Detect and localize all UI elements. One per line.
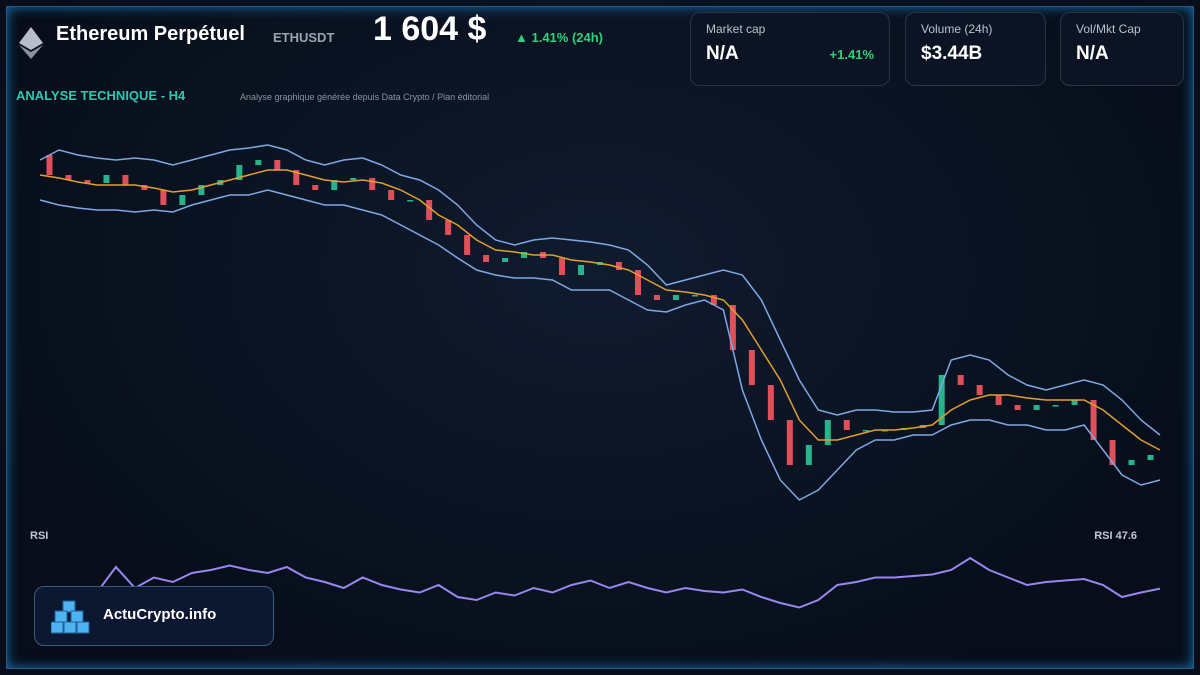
pane-title: RSI (30, 530, 48, 542)
card-label: Volume (24h) (921, 22, 993, 36)
candle (957, 375, 964, 385)
price: 1 604 $ (373, 10, 487, 48)
candle (976, 385, 983, 395)
line (96, 556, 1161, 609)
line (39, 144, 1161, 436)
candle (502, 258, 509, 262)
candle (767, 385, 774, 420)
candle (672, 295, 679, 300)
candle (179, 195, 186, 205)
candle (710, 295, 717, 305)
candle (464, 235, 471, 255)
card-change: +1.41% (829, 47, 874, 62)
candle (653, 295, 660, 300)
candle (843, 420, 850, 430)
candle (122, 175, 129, 185)
line (39, 189, 1161, 501)
candle (236, 165, 243, 180)
candle (1052, 405, 1059, 407)
candle (426, 200, 433, 220)
card-label: Market cap (706, 22, 766, 36)
candle (862, 430, 869, 432)
card: Market cap N/A +1.41% (690, 12, 890, 86)
candle (84, 180, 91, 183)
candle (103, 175, 110, 183)
change: ▲ 1.41% (24h) (515, 30, 604, 45)
logo-box: ActuCrypto.info (34, 586, 274, 646)
candle (634, 270, 641, 295)
candle (615, 262, 622, 270)
line (39, 169, 1161, 451)
candle (407, 200, 414, 202)
candle (1014, 405, 1021, 410)
card-value: N/A (1076, 43, 1109, 64)
candle (312, 185, 319, 190)
pane-label: RSI 47.6 (1094, 530, 1137, 542)
candle (995, 395, 1002, 405)
candle (46, 155, 53, 175)
candle (1033, 405, 1040, 410)
candle (559, 258, 566, 275)
candle (388, 190, 395, 200)
candle (1147, 455, 1154, 460)
note: Analyse graphique générée depuis Data Cr… (240, 92, 490, 102)
candle (198, 185, 205, 195)
candle (65, 175, 72, 180)
candle (729, 305, 736, 350)
candle (786, 420, 793, 465)
card-value: N/A (706, 43, 739, 64)
card-value: $3.44B (921, 43, 983, 64)
candle (805, 445, 812, 465)
candle (255, 160, 262, 165)
candle (521, 252, 528, 258)
section-title: ANALYSE TECHNIQUE - H4 (16, 88, 186, 103)
candle (1109, 440, 1116, 465)
card-label: Vol/Mkt Cap (1076, 22, 1141, 36)
candle (1128, 460, 1135, 465)
candle (331, 180, 338, 190)
candle (483, 255, 490, 262)
candle (445, 220, 452, 235)
frame (6, 6, 1194, 669)
candle (938, 375, 945, 425)
asset-name: Ethereum Perpétuel (56, 23, 245, 45)
candle (578, 265, 585, 275)
card: Volume (24h) $3.44B (905, 12, 1046, 86)
candle (748, 350, 755, 385)
candle (824, 420, 831, 445)
card: Vol/Mkt Cap N/A (1060, 12, 1184, 86)
candle (691, 295, 698, 297)
candle (350, 178, 357, 180)
candle (369, 178, 376, 190)
candle (274, 160, 281, 170)
logo-icon (51, 600, 90, 634)
candle (160, 190, 167, 205)
eth-icon (16, 26, 46, 60)
symbol: ETHUSDT (273, 30, 335, 45)
logo-text: ActuCrypto.info (103, 606, 217, 623)
candle (1071, 400, 1078, 405)
candle (1090, 400, 1097, 440)
candle (293, 170, 300, 185)
candle (141, 185, 148, 190)
